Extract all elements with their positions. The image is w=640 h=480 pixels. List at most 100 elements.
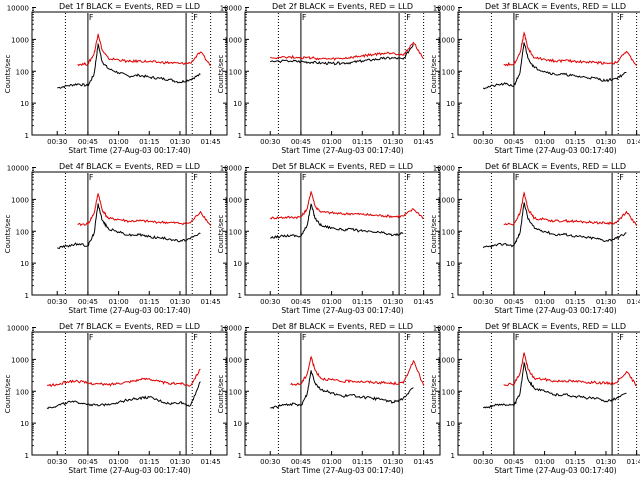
y-axis-label: Counts/sec <box>4 55 12 94</box>
y-tick-label: 100 <box>442 68 455 76</box>
x-tick-label: 01:00 <box>108 298 128 306</box>
plot-frame <box>244 331 441 456</box>
chart-panel-3: Det 3f BLACK = Events, RED = LLD 1 10 100 10… <box>430 2 640 155</box>
x-tick-label: 01:45 <box>414 138 434 146</box>
flag-marker: F <box>302 13 307 22</box>
flag-marker: F <box>619 13 624 22</box>
chart-title: Det 9f BLACK = Events, RED = LLD <box>485 322 626 331</box>
flag-marker: F <box>89 333 94 342</box>
chart-title: Det 4f BLACK = Events, RED = LLD <box>59 162 200 171</box>
lld-series-line <box>77 33 211 67</box>
plot-frame <box>457 171 640 296</box>
chart-title: Det 7f BLACK = Events, RED = LLD <box>59 322 200 331</box>
y-tick-label: 1 <box>25 292 29 300</box>
chart-panel-9: Det 9f BLACK = Events, RED = LLD 1 10 100 10… <box>430 322 640 475</box>
x-tick-label: 01:15 <box>352 298 372 306</box>
flag-marker: F <box>302 173 307 182</box>
x-tick-label: 01:15 <box>565 298 585 306</box>
x-tick-label: 00:45 <box>78 138 98 146</box>
plot-frame <box>244 171 441 296</box>
flag-marker: F <box>515 333 520 342</box>
x-axis-label: Start Time (27-Aug-03 00:17:40) <box>494 146 616 155</box>
x-tick-label: 00:45 <box>504 298 524 306</box>
flag-marker: F <box>193 173 198 182</box>
lld-series-line <box>46 368 201 388</box>
y-tick-label: 100 <box>16 228 29 236</box>
events-series-line <box>46 381 201 410</box>
flag-marker: F <box>302 333 307 342</box>
lld-series-line <box>269 191 424 220</box>
x-tick-label: 00:45 <box>291 138 311 146</box>
y-tick-label: 1000 <box>224 196 242 204</box>
flag-marker: F <box>89 13 94 22</box>
x-tick-label: 01:15 <box>139 298 159 306</box>
y-tick-label: 1000 <box>224 356 242 364</box>
x-axis-label: Start Time (27-Aug-03 00:17:40) <box>494 466 616 475</box>
x-tick-label: 00:30 <box>260 458 280 466</box>
y-tick-label: 10000 <box>433 5 455 13</box>
y-axis-label: Counts/sec <box>4 215 12 254</box>
x-tick-label: 00:45 <box>78 458 98 466</box>
x-tick-label: 01:00 <box>108 138 128 146</box>
chart-panel-2: Det 2f BLACK = Events, RED = LLD 1 10 100 10… <box>217 2 441 155</box>
flag-marker: F <box>406 13 411 22</box>
flag-marker: F <box>406 173 411 182</box>
y-axis-label: Counts/sec <box>430 215 438 254</box>
x-tick-label: 01:00 <box>534 298 554 306</box>
y-tick-label: 10 <box>20 100 29 108</box>
x-axis-label: Start Time (27-Aug-03 00:17:40) <box>68 306 190 315</box>
y-axis-label: Counts/sec <box>430 55 438 94</box>
x-tick-label: 01:30 <box>383 298 403 306</box>
y-tick-label: 10 <box>446 100 455 108</box>
y-tick-label: 100 <box>229 228 242 236</box>
events-series-line <box>57 203 201 250</box>
y-tick-label: 1000 <box>11 356 29 364</box>
x-tick-label: 01:15 <box>565 138 585 146</box>
y-tick-label: 10000 <box>220 165 242 173</box>
y-tick-label: 100 <box>442 228 455 236</box>
y-tick-label: 100 <box>442 388 455 396</box>
y-tick-label: 100 <box>229 68 242 76</box>
x-tick-label: 01:45 <box>627 458 640 466</box>
x-tick-label: 01:30 <box>383 458 403 466</box>
y-tick-label: 10 <box>233 100 242 108</box>
y-tick-label: 10 <box>446 260 455 268</box>
chart-panel-1: Det 1f BLACK = Events, RED = LLD 1 10 100 10… <box>4 2 228 155</box>
plot-frame <box>457 11 640 136</box>
x-tick-label: 01:45 <box>627 138 640 146</box>
lld-series-line <box>270 41 424 61</box>
plot-frame <box>31 11 228 136</box>
chart-title: Det 5f BLACK = Events, RED = LLD <box>272 162 413 171</box>
y-tick-label: 1 <box>238 132 242 140</box>
x-tick-label: 00:45 <box>504 458 524 466</box>
x-axis-label: Start Time (27-Aug-03 00:17:40) <box>281 146 403 155</box>
x-axis-label: Start Time (27-Aug-03 00:17:40) <box>281 306 403 315</box>
y-axis-label: Counts/sec <box>217 215 225 254</box>
events-series-line <box>57 42 201 89</box>
flag-marker: F <box>406 333 411 342</box>
flag-marker: F <box>515 13 520 22</box>
y-tick-label: 10000 <box>7 325 29 333</box>
y-tick-label: 100 <box>16 388 29 396</box>
y-tick-label: 1000 <box>224 36 242 44</box>
y-axis-label: Counts/sec <box>430 375 438 414</box>
x-tick-label: 00:30 <box>473 298 493 306</box>
y-tick-label: 1000 <box>437 36 455 44</box>
x-tick-label: 01:45 <box>201 298 221 306</box>
x-tick-label: 01:30 <box>383 138 403 146</box>
plot-frame <box>31 171 228 296</box>
y-axis-label: Counts/sec <box>217 375 225 414</box>
x-tick-label: 01:15 <box>139 138 159 146</box>
chart-panel-5: Det 5f BLACK = Events, RED = LLD 1 10 100 10… <box>217 162 441 315</box>
flag-marker: F <box>89 173 94 182</box>
y-tick-label: 100 <box>229 388 242 396</box>
x-axis-label: Start Time (27-Aug-03 00:17:40) <box>494 306 616 315</box>
x-tick-label: 01:30 <box>170 138 190 146</box>
y-tick-label: 10 <box>446 420 455 428</box>
x-tick-label: 01:15 <box>139 458 159 466</box>
chart-title: Det 8f BLACK = Events, RED = LLD <box>272 322 413 331</box>
events-series-line <box>482 42 627 90</box>
y-axis-label: Counts/sec <box>217 55 225 94</box>
